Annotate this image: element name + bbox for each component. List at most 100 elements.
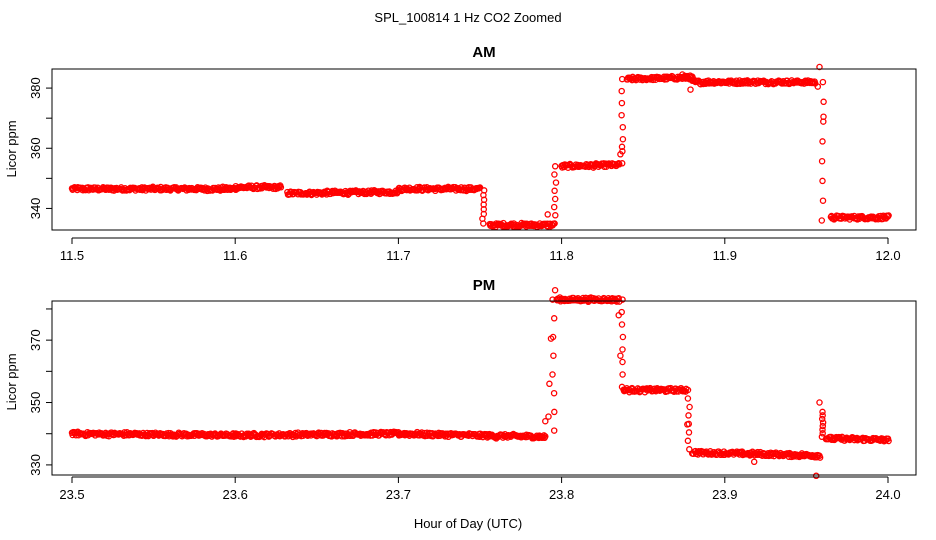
- am-x-tick-label: 12.0: [875, 248, 900, 263]
- am-data-point: [550, 203, 558, 211]
- am-data-point: [819, 197, 827, 204]
- pm-data-point: [819, 408, 826, 416]
- am-data-point: [816, 63, 823, 71]
- am-data-point: [544, 211, 551, 218]
- am-data-point: [618, 99, 626, 107]
- am-x-tick-label: 11.6: [223, 248, 247, 263]
- am-data-point: [617, 151, 624, 158]
- am-x-tick-label: 11.7: [386, 248, 410, 263]
- pm-data-point: [550, 389, 558, 397]
- am-data-point: [341, 190, 349, 197]
- pm-panel: PM Licor ppm 23.5 23.6 23.7 23.8 23.9 24.0 33…: [4, 277, 917, 502]
- pm-data-point: [818, 433, 826, 441]
- am-data-point: [885, 212, 892, 219]
- pm-x-tick-label: 23.6: [223, 487, 248, 502]
- am-y-tick-label: 380: [28, 77, 43, 99]
- pm-y-tick-label: 330: [28, 454, 43, 476]
- pm-x-tick-label: 23.7: [386, 487, 411, 502]
- pm-data-point: [686, 403, 693, 411]
- am-data-point: [480, 220, 487, 227]
- am-plot-frame: [51, 68, 917, 231]
- am-data-point: [818, 157, 826, 165]
- pm-data-point: [818, 415, 826, 423]
- pm-data-point: [685, 412, 692, 419]
- am-data-point: [551, 163, 559, 170]
- pm-data-point: [684, 395, 692, 402]
- pm-data-point: [550, 315, 558, 322]
- am-data-point: [551, 171, 558, 178]
- am-data-point: [618, 87, 625, 95]
- pm-data-point: [816, 399, 823, 406]
- am-data-point: [618, 111, 625, 119]
- pm-data-point: [819, 412, 826, 419]
- pm-y-tick-label: 370: [28, 329, 43, 351]
- pm-data-point: [686, 446, 693, 453]
- figure-title: SPL_100814 1 Hz CO2 Zoomed: [374, 10, 561, 25]
- pm-data-point: [819, 419, 827, 426]
- pm-data-point: [819, 426, 826, 433]
- pm-data-point: [550, 427, 558, 434]
- am-data-point: [684, 72, 691, 80]
- pm-data-point: [618, 321, 626, 328]
- pm-data-point: [816, 454, 824, 461]
- x-axis-label: Hour of Day (UTC): [414, 516, 522, 531]
- pm-data-point: [819, 422, 827, 430]
- am-data-point: [552, 179, 560, 186]
- am-data-point: [820, 98, 827, 106]
- pm-data-point: [618, 308, 625, 316]
- am-x-tick-label: 11.9: [713, 248, 737, 263]
- am-data-point: [814, 83, 822, 90]
- am-data-point: [551, 220, 558, 227]
- pm-data-point: [619, 296, 626, 303]
- pm-x-axis: 23.5 23.6 23.7 23.8 23.9 24.0: [59, 476, 901, 502]
- am-data-point: [551, 187, 558, 195]
- pm-data-point: [617, 352, 624, 359]
- pm-data-point: [684, 386, 692, 394]
- pm-data-point: [684, 437, 692, 445]
- am-data-point: [819, 78, 827, 86]
- am-panel-title: AM: [472, 44, 495, 61]
- am-y-tick-label: 360: [28, 137, 43, 159]
- pm-data-point: [619, 333, 627, 341]
- am-data-point: [619, 123, 627, 131]
- pm-y-axis: 330 350 370: [28, 308, 53, 476]
- pm-data-point: [684, 421, 691, 428]
- pm-data-point: [547, 335, 555, 342]
- am-y-axis-label: Licor ppm: [4, 120, 19, 177]
- pm-x-tick-label: 23.9: [712, 487, 737, 502]
- pm-data-point: [493, 435, 500, 442]
- pm-data-point: [551, 408, 558, 416]
- am-x-tick-label: 11.8: [549, 248, 573, 263]
- pm-data-point: [619, 346, 626, 353]
- pm-x-tick-label: 23.8: [549, 487, 574, 502]
- pm-data-point: [885, 437, 892, 445]
- pm-data-point: [685, 429, 693, 436]
- am-data-point: [819, 138, 826, 145]
- pm-data-point: [545, 413, 552, 420]
- am-panel: AM Licor ppm 11.5 11.6 11.7 11.8 11.9 12.0 34…: [4, 44, 917, 263]
- pm-points: [68, 286, 892, 480]
- pm-y-tick-label: 350: [28, 392, 43, 414]
- pm-panel-title: PM: [473, 277, 496, 294]
- pm-data-point: [618, 383, 626, 391]
- pm-data-point: [542, 433, 549, 440]
- pm-data-point: [549, 296, 556, 303]
- pm-x-tick-label: 23.5: [59, 487, 84, 502]
- am-data-point: [818, 217, 826, 224]
- am-data-point: [476, 184, 484, 191]
- pm-data-point: [615, 311, 622, 319]
- pm-data-point: [542, 417, 549, 425]
- am-data-point: [618, 143, 626, 151]
- am-y-tick-label: 340: [28, 198, 43, 220]
- pm-x-tick-label: 24.0: [875, 487, 900, 502]
- am-x-axis: 11.5 11.6 11.7 11.8 11.9 12.0: [60, 237, 901, 263]
- am-data-point: [552, 212, 559, 219]
- am-data-point: [616, 161, 623, 168]
- pm-data-point: [619, 371, 626, 378]
- am-data-point: [277, 184, 285, 191]
- am-data-point: [618, 75, 626, 83]
- pm-data-point: [551, 286, 559, 294]
- pm-data-point: [549, 371, 556, 378]
- am-data-point: [820, 113, 827, 120]
